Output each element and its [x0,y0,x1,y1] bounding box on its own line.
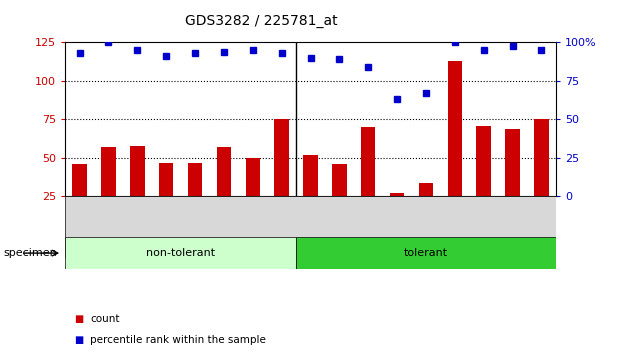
Text: ■: ■ [75,314,84,324]
Bar [73,164,87,196]
Bar [130,145,145,196]
Text: percentile rank within the sample: percentile rank within the sample [90,335,266,345]
Bar [476,126,491,196]
Bar [390,193,404,196]
Bar [448,61,462,196]
Bar [101,147,116,196]
Text: non-tolerant: non-tolerant [146,248,215,258]
Bar [65,237,296,269]
Bar [419,183,433,196]
Bar [534,120,548,196]
Bar [159,162,173,196]
Bar [245,158,260,196]
Bar [505,129,520,196]
Bar [332,164,347,196]
Bar [361,127,376,196]
Bar [274,120,289,196]
Bar [296,237,556,269]
Bar [188,162,202,196]
Bar [303,155,318,196]
Text: count: count [90,314,120,324]
Text: GDS3282 / 225781_at: GDS3282 / 225781_at [184,14,337,28]
Text: tolerant: tolerant [404,248,448,258]
Bar [217,147,231,196]
Text: specimen: specimen [3,248,57,258]
Text: ■: ■ [75,335,84,345]
